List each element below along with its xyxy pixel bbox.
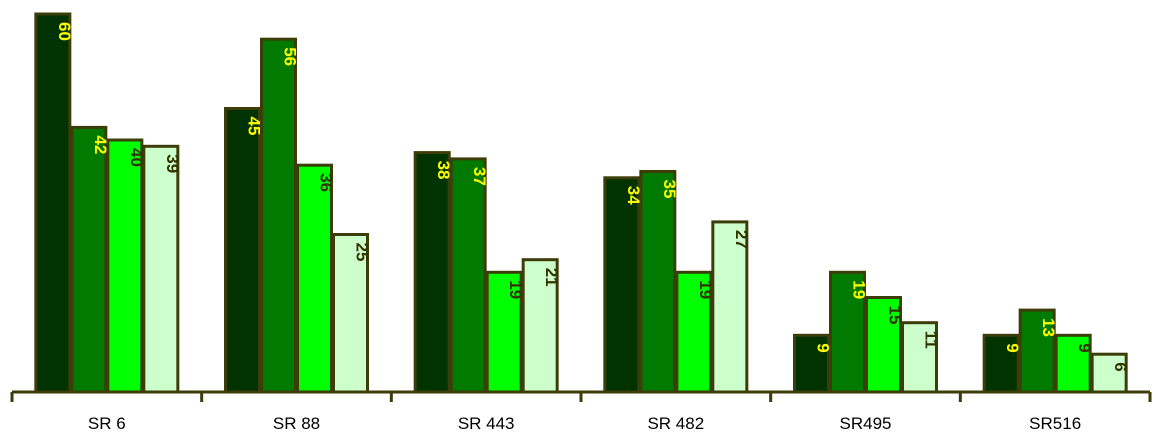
bar-value-label: 19 bbox=[506, 280, 525, 299]
bar-value-label: 9 bbox=[814, 343, 833, 352]
bar-value-label: 19 bbox=[696, 280, 715, 299]
bar-value-label: 37 bbox=[470, 167, 489, 186]
bar-value-label: 40 bbox=[127, 148, 146, 167]
bars-group bbox=[34, 12, 1128, 394]
bar bbox=[639, 170, 677, 394]
bar bbox=[793, 333, 830, 394]
bar-value-label: 27 bbox=[732, 230, 751, 249]
bar-value-label: 35 bbox=[660, 180, 679, 199]
bar-value-label: 21 bbox=[542, 268, 561, 287]
bar bbox=[106, 138, 144, 394]
x-axis-tick-labels: SR 6 SR 88 SR 443 SR 482 SR495 SR516 bbox=[88, 414, 1081, 433]
category-tick-label: SR495 bbox=[840, 414, 892, 433]
bar-value-label: 25 bbox=[353, 243, 372, 262]
bar-value-label: 9 bbox=[1075, 343, 1094, 352]
bar-value-label: 42 bbox=[91, 135, 110, 154]
category-tick-label: SR 443 bbox=[458, 414, 515, 433]
category-tick-label: SR 6 bbox=[88, 414, 126, 433]
bar-value-label: 60 bbox=[55, 22, 74, 41]
bar bbox=[982, 333, 1020, 394]
bar bbox=[70, 125, 108, 394]
bar bbox=[413, 151, 451, 394]
bar-value-label: 19 bbox=[850, 280, 869, 299]
data-labels-group: 60 42 40 39 45 56 36 25 38 37 19 21 34 35 19 27 9 19 15 11 9… bbox=[55, 22, 1130, 372]
bar-value-label: 15 bbox=[886, 306, 905, 325]
bar bbox=[675, 270, 713, 394]
bar-value-label: 34 bbox=[624, 186, 643, 205]
bar-value-label: 11 bbox=[922, 331, 941, 349]
bar bbox=[296, 163, 333, 394]
bar bbox=[449, 157, 487, 394]
bar-value-label: 9 bbox=[1003, 343, 1022, 352]
bar-value-label: 38 bbox=[434, 161, 453, 180]
bar bbox=[1090, 352, 1128, 394]
bar bbox=[603, 176, 641, 394]
category-tick-label: SR 88 bbox=[273, 414, 320, 433]
bar bbox=[260, 37, 297, 394]
x-axis-ticks bbox=[10, 392, 1152, 402]
bar bbox=[142, 144, 180, 394]
bar-value-label: 56 bbox=[281, 47, 300, 66]
bar-value-label: 39 bbox=[163, 154, 182, 173]
bar-value-label: 13 bbox=[1039, 318, 1058, 337]
category-tick-label: SR516 bbox=[1029, 414, 1081, 433]
bar-value-label: 45 bbox=[245, 117, 264, 136]
bar bbox=[34, 12, 72, 394]
bar-value-label: 6 bbox=[1111, 362, 1130, 371]
bar bbox=[224, 107, 261, 394]
category-tick-label: SR 482 bbox=[647, 414, 704, 433]
bar-value-label: 36 bbox=[317, 173, 336, 192]
bar bbox=[865, 296, 902, 394]
